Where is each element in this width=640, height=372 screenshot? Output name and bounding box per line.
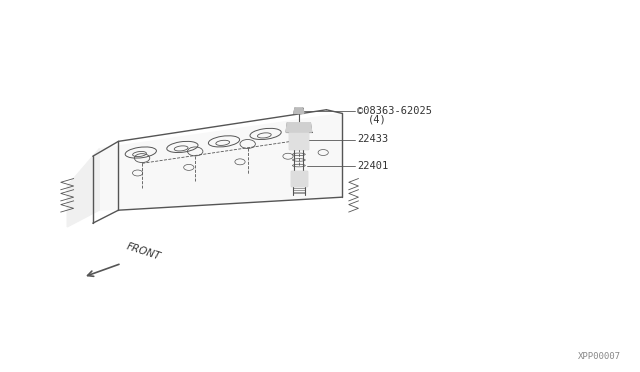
Text: XPP00007: XPP00007: [578, 352, 621, 361]
Text: FRONT: FRONT: [125, 242, 163, 262]
Text: ©08363-62025: ©08363-62025: [357, 106, 432, 116]
Polygon shape: [291, 171, 307, 186]
Polygon shape: [289, 132, 308, 149]
Polygon shape: [286, 123, 312, 132]
Text: (4): (4): [368, 114, 387, 124]
Text: 22401: 22401: [357, 161, 388, 170]
Text: 22433: 22433: [357, 135, 388, 144]
Polygon shape: [294, 108, 304, 113]
Polygon shape: [99, 113, 342, 210]
Polygon shape: [67, 149, 99, 227]
